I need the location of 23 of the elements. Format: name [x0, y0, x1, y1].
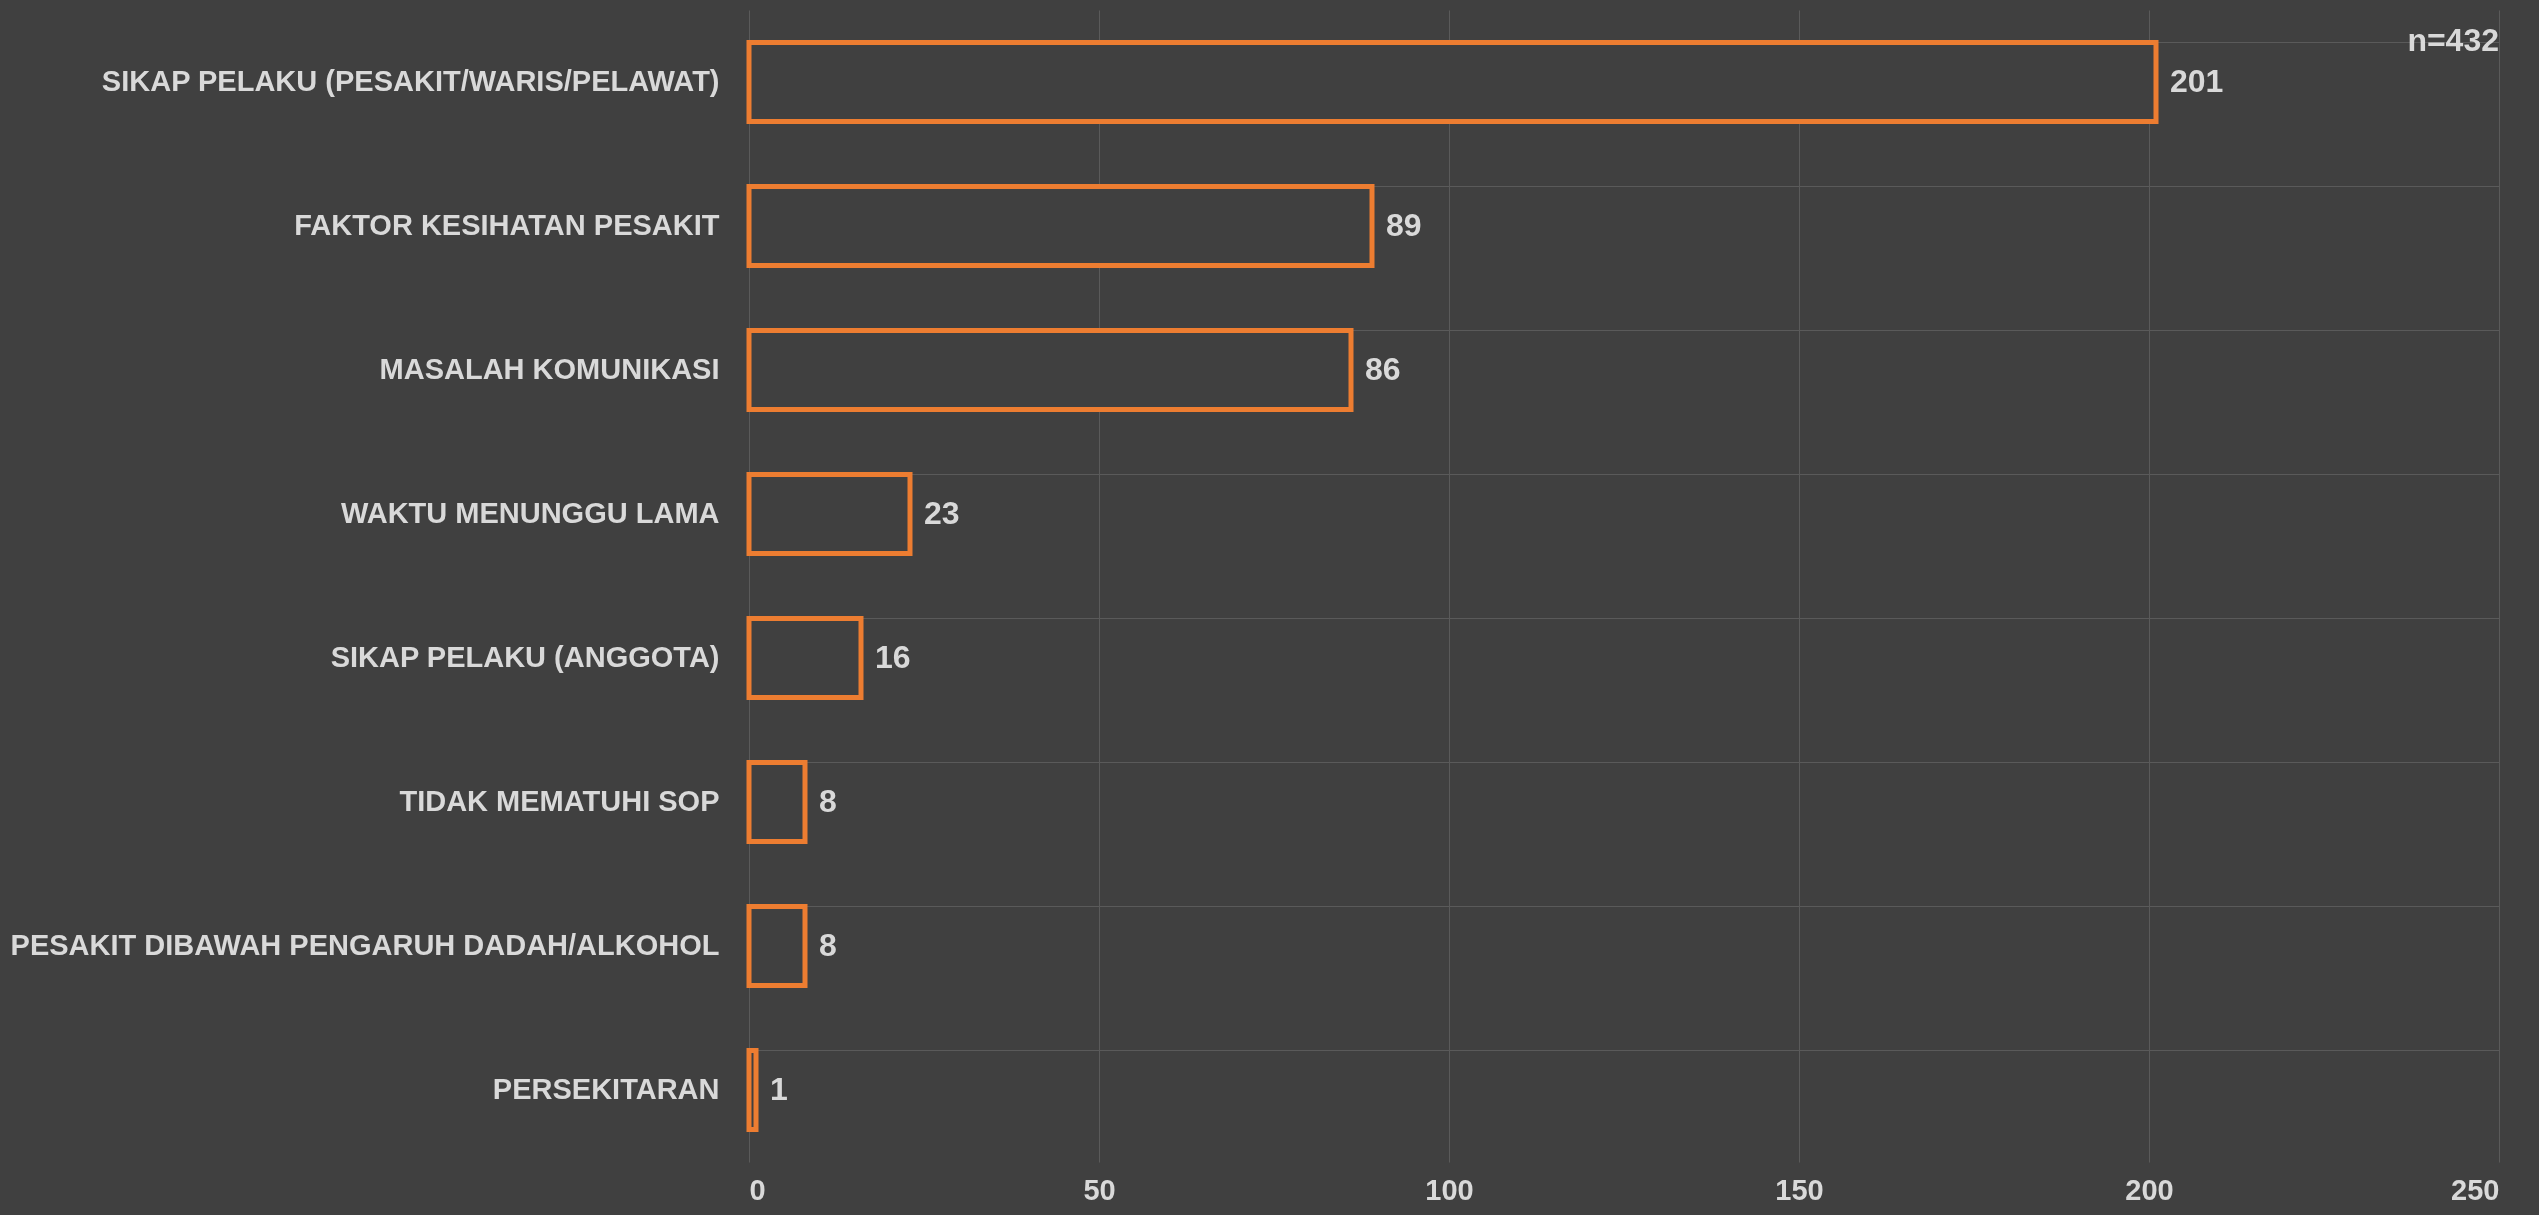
data-label: 1: [770, 1071, 788, 1107]
x-tick-label: 250: [2451, 1173, 2500, 1206]
y-tick-label: PESAKIT DIBAWAH PENGARUH DADAH/ALKOHOL: [10, 929, 720, 961]
x-tick-label: 50: [1083, 1173, 1116, 1206]
y-tick-label: WAKTU MENUNGGU LAMA: [340, 497, 720, 529]
y-tick-label: MASALAH KOMUNIKASI: [379, 353, 720, 385]
y-tick-label: FAKTOR KESIHATAN PESAKIT: [294, 209, 720, 241]
x-tick-label: 100: [1425, 1173, 1474, 1206]
data-label: 89: [1386, 207, 1422, 243]
data-label: 16: [875, 639, 911, 675]
data-label: 86: [1365, 351, 1401, 387]
data-label: 8: [819, 927, 837, 963]
x-tick-label: 150: [1775, 1173, 1824, 1206]
data-label: 8: [819, 783, 837, 819]
y-tick-label: SIKAP PELAKU (ANGGOTA): [330, 641, 720, 673]
x-tick-label: 0: [749, 1173, 766, 1206]
y-tick-label: TIDAK MEMATUHI SOP: [399, 785, 720, 817]
y-tick-label: PERSEKITARAN: [492, 1073, 720, 1105]
x-tick-label: 200: [2125, 1173, 2174, 1206]
data-label: 201: [2170, 63, 2224, 99]
data-label: 23: [924, 495, 960, 531]
y-tick-label: SIKAP PELAKU (PESAKIT/WARIS/PELAWAT): [101, 65, 720, 97]
annotation: n=432: [2407, 22, 2499, 58]
